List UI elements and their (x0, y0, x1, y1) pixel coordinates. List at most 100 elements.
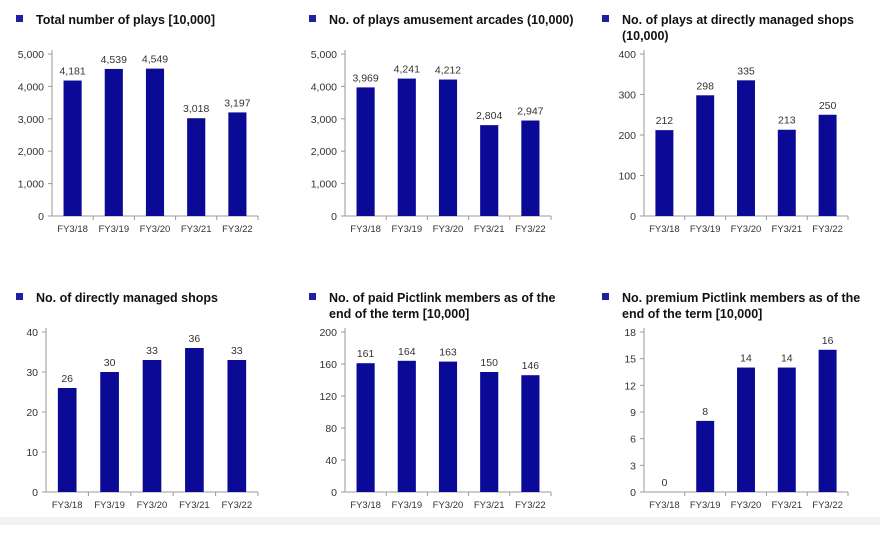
data-label: 164 (398, 346, 416, 358)
data-label: 0 (661, 477, 667, 489)
data-label: 250 (819, 100, 837, 112)
y-tick-label: 3 (630, 460, 636, 472)
bar (777, 129, 796, 216)
x-tick-label: FY3/19 (94, 500, 125, 511)
data-label: 4,241 (394, 64, 420, 76)
x-tick-label: FY3/21 (771, 500, 802, 511)
x-tick-label: FY3/21 (181, 224, 212, 235)
data-label: 16 (822, 335, 834, 347)
data-label: 4,181 (59, 66, 85, 78)
data-label: 14 (740, 353, 752, 365)
y-tick-label: 1,000 (18, 179, 44, 191)
y-tick-label: 0 (630, 487, 636, 499)
chart-svg: 0 10 20 30 40 26 FY3/18 30 FY3/19 33 FY3/20 36 FY3/2… (26, 327, 259, 511)
bar (737, 367, 755, 492)
data-label: 213 (778, 115, 796, 127)
chart-svg: 0 40 80 120 160 200 161 FY3/18 164 FY3/19 163 FY3/2… (319, 327, 552, 511)
bar (777, 367, 796, 492)
data-label: 8 (702, 406, 708, 418)
data-label: 150 (480, 357, 498, 369)
bar (356, 363, 375, 492)
y-tick-label: 400 (618, 49, 636, 61)
bar (397, 360, 416, 492)
y-tick-label: 2,000 (18, 146, 44, 158)
title-bullet-icon (602, 293, 609, 300)
data-label: 2,947 (517, 106, 543, 118)
x-tick-label: FY3/20 (433, 224, 464, 235)
x-tick-label: FY3/21 (179, 500, 210, 511)
chart-panel-shop-plays: No. of plays at directly managed shops (… (586, 0, 879, 262)
x-tick-label: FY3/22 (515, 224, 546, 235)
y-tick-label: 3,000 (18, 114, 44, 126)
chart-title: No. of plays amusement arcades (10,000) (329, 13, 574, 27)
x-tick-label: FY3/22 (222, 224, 253, 235)
y-tick-label: 0 (630, 211, 636, 223)
y-tick-label: 40 (26, 327, 38, 339)
data-label: 36 (189, 333, 201, 345)
data-label: 4,539 (101, 54, 127, 66)
bar (655, 130, 674, 216)
y-tick-label: 40 (325, 455, 337, 467)
bar (142, 360, 162, 492)
bar (57, 388, 77, 492)
x-tick-label: FY3/22 (812, 224, 843, 235)
y-tick-label: 9 (630, 407, 636, 419)
x-tick-label: FY3/18 (57, 224, 88, 235)
bar (521, 375, 540, 492)
x-tick-label: FY3/22 (812, 500, 843, 511)
charts-grid: Total number of plays [10,000] 0 1,000 2,0… (0, 0, 879, 511)
bar (356, 87, 375, 216)
title-bullet-icon (16, 15, 23, 22)
bar (227, 360, 247, 492)
data-label: 3,018 (183, 103, 209, 115)
y-tick-label: 30 (26, 367, 38, 379)
x-tick-label: FY3/19 (690, 224, 721, 235)
data-label: 163 (439, 347, 457, 359)
chart-title: No. of paid Pictlink members as of the e… (329, 291, 556, 321)
x-tick-label: FY3/20 (140, 224, 171, 235)
bar (145, 68, 165, 216)
chart-title: Total number of plays [10,000] (36, 13, 215, 27)
bar (438, 361, 458, 492)
y-tick-label: 2,000 (311, 146, 337, 158)
bar (438, 79, 458, 217)
bar (397, 78, 416, 216)
x-tick-label: FY3/18 (350, 500, 381, 511)
bar (63, 80, 82, 216)
x-tick-label: FY3/18 (649, 224, 680, 235)
data-label: 298 (696, 80, 714, 92)
x-tick-label: FY3/20 (731, 224, 762, 235)
chart-panel-total-plays: Total number of plays [10,000] 0 1,000 2,0… (0, 0, 293, 262)
y-tick-label: 120 (319, 391, 337, 403)
data-label: 212 (656, 115, 674, 127)
chart-panel-managed-shops: No. of directly managed shops 0 10 20 30 40 2… (0, 278, 293, 540)
data-label: 335 (737, 65, 755, 77)
y-tick-label: 0 (38, 211, 44, 223)
data-label: 33 (231, 345, 243, 357)
data-label: 33 (146, 345, 158, 357)
data-label: 2,804 (476, 110, 502, 122)
bar (737, 80, 755, 216)
bar (521, 120, 540, 216)
y-tick-label: 160 (319, 359, 337, 371)
data-label: 14 (781, 353, 793, 365)
x-tick-label: FY3/21 (474, 224, 505, 235)
data-label: 3,969 (352, 72, 378, 84)
y-tick-label: 6 (630, 434, 636, 446)
y-tick-label: 20 (26, 407, 38, 419)
x-tick-label: FY3/19 (391, 500, 422, 511)
x-tick-label: FY3/22 (515, 500, 546, 511)
bar (480, 125, 499, 216)
data-label: 30 (104, 357, 116, 369)
data-label: 26 (61, 373, 73, 385)
x-tick-label: FY3/21 (771, 224, 802, 235)
y-tick-label: 5,000 (18, 49, 44, 61)
x-tick-label: FY3/18 (350, 224, 381, 235)
x-tick-label: FY3/20 (433, 500, 464, 511)
x-tick-label: FY3/21 (474, 500, 505, 511)
bar (696, 420, 715, 492)
y-tick-label: 15 (624, 354, 636, 366)
y-tick-label: 200 (319, 327, 337, 339)
bar (100, 372, 119, 492)
y-tick-label: 200 (618, 130, 636, 142)
